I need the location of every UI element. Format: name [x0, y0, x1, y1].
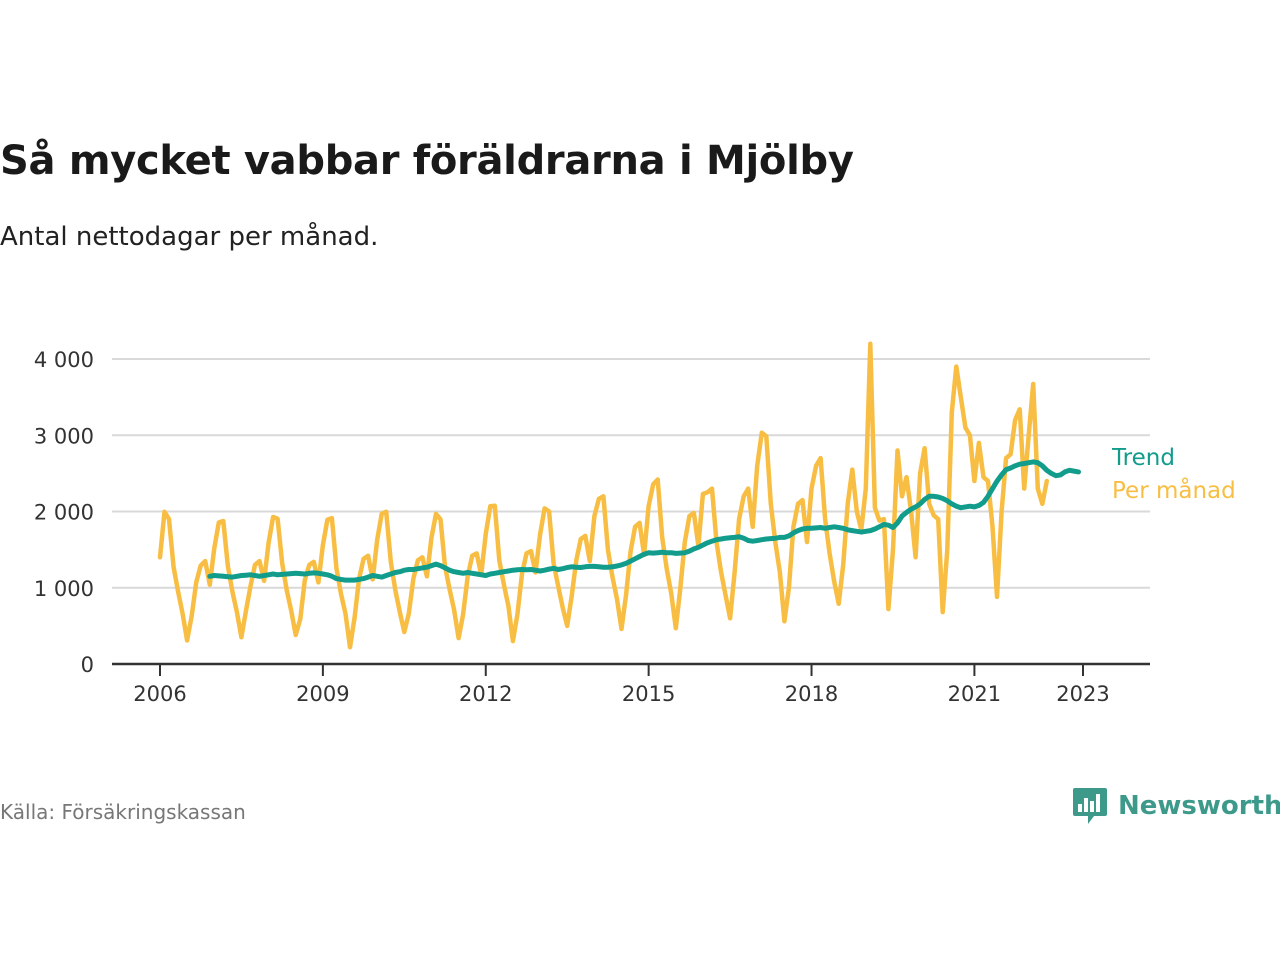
chart-title: Så mycket vabbar föräldrarna i Mjölby	[0, 138, 854, 184]
y-tick-label: 1 000	[34, 577, 94, 601]
chart-subtitle: Antal nettodagar per månad.	[0, 222, 379, 252]
newsworthy-logo: Newsworthy	[1072, 786, 1280, 826]
x-tick-label: 2018	[785, 682, 838, 706]
x-tick-label: 2009	[296, 682, 349, 706]
x-tick-label: 2006	[133, 682, 186, 706]
x-tick-label: 2021	[948, 682, 1001, 706]
x-tick-label: 2012	[459, 682, 512, 706]
y-tick-label: 2 000	[34, 501, 94, 525]
brand-name: Newsworthy	[1118, 791, 1280, 821]
newsworthy-logo-icon	[1073, 788, 1107, 824]
y-tick-label: 4 000	[34, 348, 94, 372]
x-tick-label: 2015	[622, 682, 675, 706]
source-note: Källa: Försäkringskassan	[0, 800, 246, 824]
series-layer	[157, 341, 1081, 650]
y-axis-ticks: 0 1 000 2 000 3 000 4 000	[34, 348, 94, 677]
y-tick-label: 3 000	[34, 424, 94, 448]
series-line-per-manad	[157, 341, 1050, 650]
series-line-trend	[207, 459, 1081, 583]
x-tick-label: 2023	[1056, 682, 1109, 706]
x-axis-ticks: 2006 2009 2012 2015 2018 2021 2023	[133, 664, 1110, 706]
y-tick-label: 0	[81, 653, 94, 677]
series-label-trend: Trend	[1111, 445, 1175, 471]
series-label-per-manad: Per månad	[1112, 476, 1236, 504]
